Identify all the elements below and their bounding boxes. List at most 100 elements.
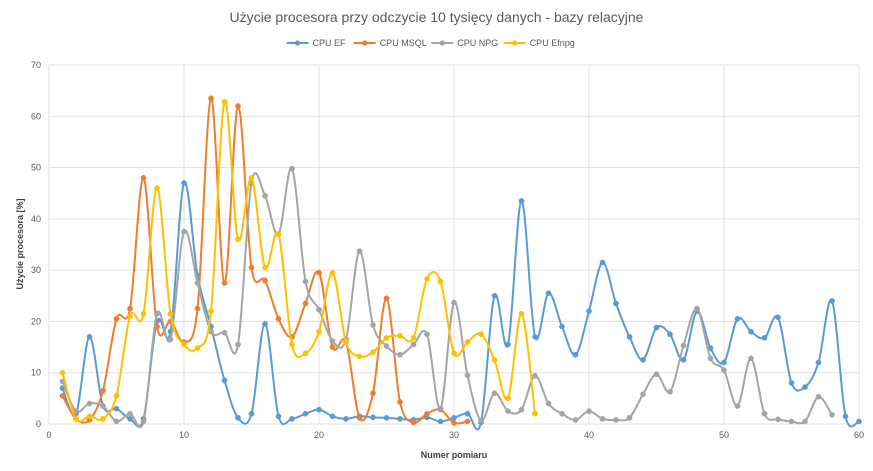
legend: CPU EF CPU MSQL CPU NPG CPU Efnpg: [286, 38, 575, 48]
data-point: [86, 400, 93, 407]
data-point: [113, 418, 120, 425]
series-cpu-msql: [59, 95, 471, 426]
data-point: [356, 248, 363, 255]
data-point: [815, 359, 822, 366]
y-tick-label: 50: [31, 163, 41, 173]
data-point: [221, 99, 228, 105]
y-tick-label: 40: [31, 214, 41, 224]
data-point: [518, 310, 525, 317]
data-point: [802, 418, 808, 425]
data-point: [59, 369, 66, 376]
data-point: [451, 299, 457, 306]
data-point: [113, 316, 120, 322]
data-point: [100, 416, 106, 422]
data-point: [316, 406, 322, 413]
data-point: [154, 185, 160, 191]
data-point: [842, 413, 849, 420]
data-point: [667, 331, 673, 338]
data-point: [788, 418, 795, 425]
data-point: [694, 305, 700, 312]
data-point: [208, 95, 214, 102]
y-tick-label: 60: [31, 111, 41, 121]
data-point: [397, 399, 403, 405]
data-point: [86, 413, 93, 420]
data-point: [478, 417, 484, 424]
data-point: [275, 413, 282, 420]
data-point: [815, 393, 822, 400]
data-point: [59, 392, 66, 399]
data-point: [221, 329, 228, 336]
data-point: [451, 414, 457, 421]
y-tick-label: 30: [31, 265, 41, 275]
data-point: [505, 341, 511, 348]
data-point: [181, 341, 187, 348]
data-point: [653, 371, 660, 378]
x-tick-label: 0: [46, 430, 51, 440]
data-point: [613, 300, 619, 307]
data-point: [302, 300, 309, 307]
data-point: [775, 416, 781, 423]
series-line: [61, 181, 860, 431]
x-tick-label: 50: [719, 430, 729, 440]
data-point: [788, 380, 795, 386]
data-point: [383, 414, 390, 421]
data-point: [518, 198, 525, 204]
data-point: [356, 353, 363, 360]
data-point: [653, 324, 660, 331]
data-point: [343, 416, 349, 422]
data-point: [505, 408, 511, 415]
legend-item: CPU NPG: [431, 38, 498, 48]
data-point: [451, 420, 457, 426]
data-point: [424, 276, 430, 282]
data-point: [734, 403, 741, 409]
data-point: [491, 390, 498, 397]
y-tick-label: 70: [31, 60, 41, 70]
data-point: [397, 332, 403, 339]
data-point: [329, 269, 336, 276]
data-point: [680, 342, 687, 349]
series-cpu-npg: [59, 165, 835, 429]
data-point: [370, 414, 376, 421]
data-point: [248, 264, 255, 271]
data-point: [559, 323, 565, 330]
legend-label: CPU NPG: [457, 38, 498, 48]
data-point: [370, 349, 376, 356]
data-point: [356, 414, 363, 421]
legend-label: CPU Efnpg: [530, 38, 575, 48]
y-axis-label: Użycie procesora [%]: [15, 198, 25, 289]
data-point: [383, 343, 390, 349]
data-point: [761, 410, 768, 417]
data-point: [221, 377, 228, 384]
data-point: [721, 367, 727, 373]
data-point: [140, 418, 147, 425]
data-point: [194, 280, 201, 286]
data-point: [127, 305, 133, 312]
data-point: [829, 411, 835, 418]
data-point: [478, 331, 484, 338]
data-point: [586, 308, 592, 315]
data-point: [491, 357, 498, 363]
data-point: [451, 350, 457, 357]
data-point: [437, 405, 444, 412]
legend-swatch-marker: [362, 40, 368, 46]
data-point: [734, 316, 741, 322]
data-point: [262, 277, 268, 284]
data-point: [208, 308, 214, 315]
data-point: [262, 321, 268, 327]
data-point: [410, 341, 417, 348]
y-tick-label: 10: [31, 368, 41, 378]
data-point: [127, 410, 133, 417]
data-point: [599, 259, 606, 266]
data-point: [262, 264, 268, 271]
y-tick-label: 20: [31, 316, 41, 326]
data-point: [761, 334, 768, 341]
data-point: [140, 174, 147, 181]
data-point: [383, 334, 390, 341]
data-point: [545, 400, 552, 407]
data-point: [775, 314, 781, 321]
data-point: [667, 388, 673, 395]
data-point: [491, 292, 498, 299]
legend-item: CPU EF: [286, 38, 346, 48]
data-point: [424, 410, 430, 417]
